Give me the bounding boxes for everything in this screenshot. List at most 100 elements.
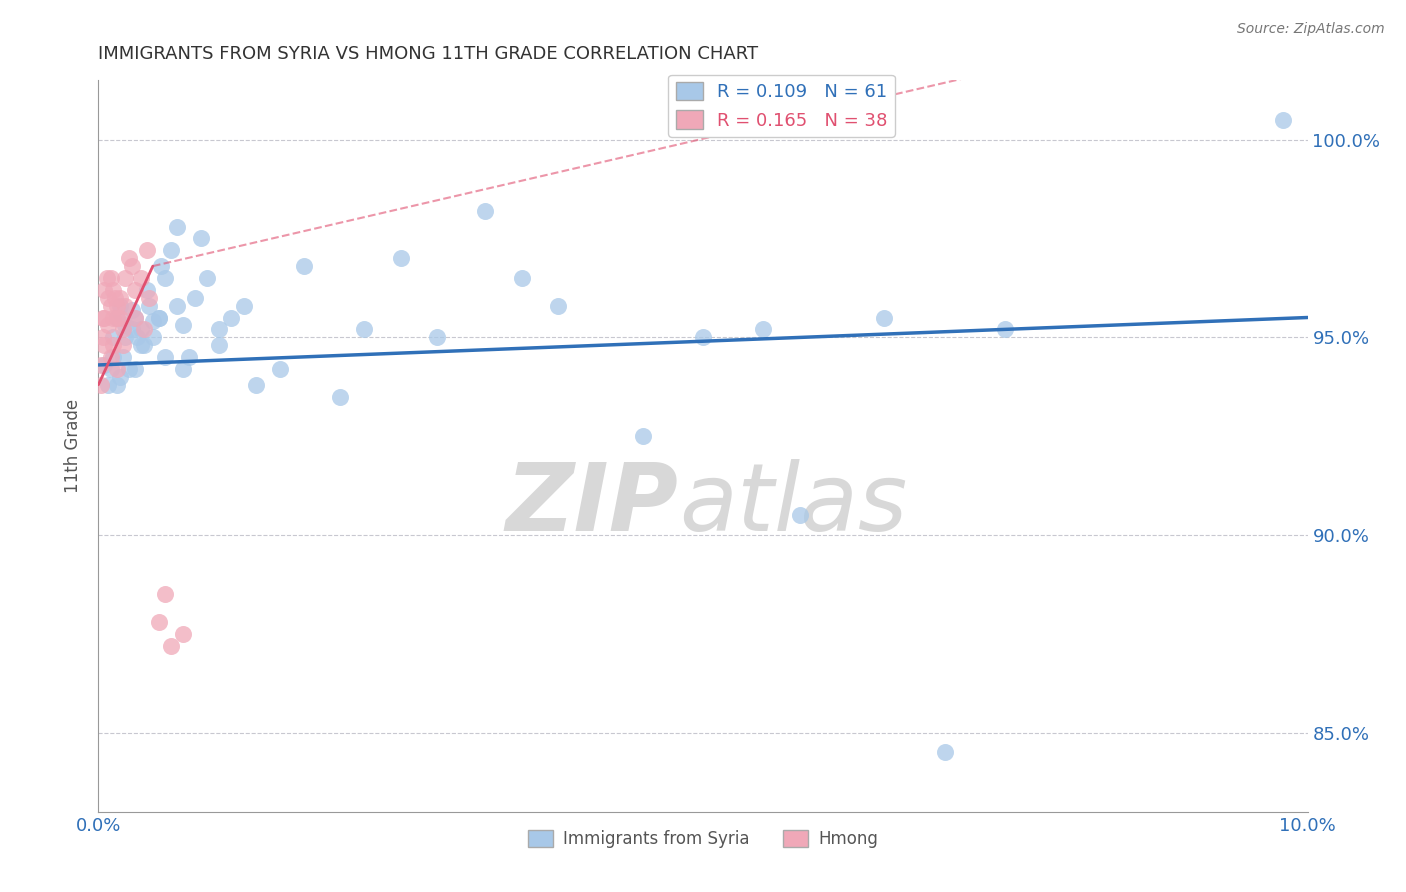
Point [124,283,146,297]
Point [142,330,165,344]
Point [160,639,183,653]
Point [195,271,218,285]
Point [160,244,183,258]
Point [101,330,124,344]
Point [105,377,128,392]
Point [292,259,315,273]
Point [510,271,533,285]
Point [172,362,194,376]
Point [105,310,128,325]
Point [184,291,207,305]
Point [91,310,114,325]
Point [124,310,146,325]
Point [148,310,170,325]
Point [426,330,449,344]
Point [179,350,201,364]
Point [153,271,176,285]
Point [142,314,165,328]
Point [114,318,136,333]
Point [97,318,120,333]
Point [101,338,124,352]
Point [101,310,124,325]
Point [166,219,188,234]
Point [93,310,115,325]
Point [111,338,134,352]
Point [124,362,146,376]
Point [135,244,157,258]
Point [114,330,136,344]
Point [105,362,128,376]
Point [97,377,120,392]
Point [208,322,231,336]
Point [150,259,173,273]
Point [129,322,152,336]
Y-axis label: 11th Grade: 11th Grade [65,399,83,493]
Point [108,310,131,325]
Point [190,231,212,245]
Point [93,283,115,297]
Point [100,299,122,313]
Point [111,322,134,336]
Point [121,302,143,317]
Point [245,377,267,392]
Point [172,627,194,641]
Point [105,299,128,313]
Point [389,251,412,265]
Point [138,299,160,313]
Point [111,350,134,364]
Point [93,338,115,352]
Point [172,318,194,333]
Point [873,310,896,325]
Point [121,322,143,336]
Point [631,429,654,443]
Point [90,358,112,372]
Point [108,369,131,384]
Point [114,299,136,313]
Point [232,299,254,313]
Point [135,283,157,297]
Point [124,310,146,325]
Text: atlas: atlas [679,459,907,550]
Point [121,259,143,273]
Point [134,322,156,336]
Point [104,291,127,305]
Point [91,330,114,344]
Point [127,330,149,344]
Text: ZIP: ZIP [506,458,679,550]
Point [90,377,112,392]
Point [129,271,152,285]
Point [96,271,118,285]
Point [752,322,775,336]
Point [108,291,131,305]
Text: Source: ZipAtlas.com: Source: ZipAtlas.com [1237,22,1385,37]
Point [329,390,352,404]
Text: IMMIGRANTS FROM SYRIA VS HMONG 11TH GRADE CORRELATION CHART: IMMIGRANTS FROM SYRIA VS HMONG 11TH GRAD… [98,45,759,63]
Point [100,362,122,376]
Point [100,271,122,285]
Point [97,291,120,305]
Point [118,251,141,265]
Point [208,338,231,352]
Point [547,299,569,313]
Point [692,330,714,344]
Point [221,310,243,325]
Point [108,299,131,313]
Point [148,310,170,325]
Point [138,291,160,305]
Point [100,350,122,364]
Point [269,362,291,376]
Point [134,338,156,352]
Point [153,587,176,601]
Point [789,508,811,523]
Point [353,322,375,336]
Point [166,299,188,313]
Point [153,350,176,364]
Point [101,350,124,364]
Point [101,283,124,297]
Point [118,362,141,376]
Point [1272,112,1295,127]
Point [474,203,496,218]
Legend: Immigrants from Syria, Hmong: Immigrants from Syria, Hmong [522,823,884,855]
Point [994,322,1017,336]
Point [934,746,956,760]
